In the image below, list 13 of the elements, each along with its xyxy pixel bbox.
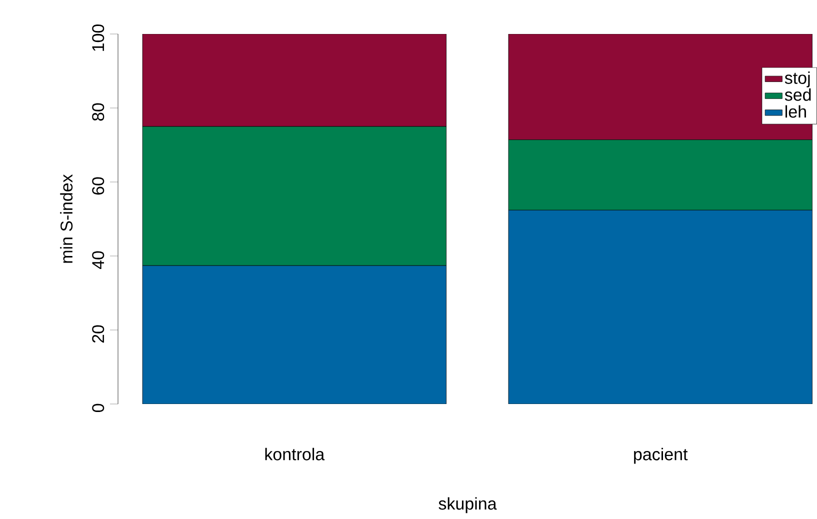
y-tick-label: 20 <box>92 325 104 343</box>
y-tick-label: 80 <box>92 103 104 121</box>
y-tick-label: 100 <box>92 24 104 51</box>
y-tick-label: 40 <box>92 251 104 270</box>
x-tick-label: kontrola <box>265 448 325 460</box>
y-tick-label: 0 <box>92 404 104 412</box>
y-axis-title: min S-index <box>60 174 73 263</box>
legend-label: stoj <box>784 72 810 88</box>
x-axis-title: skupina <box>438 497 497 514</box>
x-tick-label: pacient <box>634 448 688 464</box>
legend-label: sed <box>784 88 811 101</box>
legend-label: leh <box>786 105 806 118</box>
y-tick-label: 60 <box>92 177 104 195</box>
